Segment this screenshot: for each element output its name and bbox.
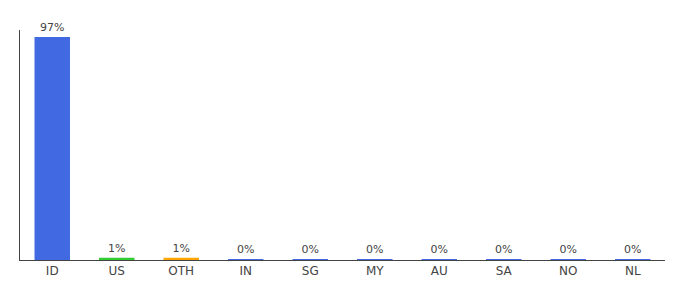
svg-text:0%: 0% — [431, 243, 448, 256]
svg-text:0%: 0% — [302, 243, 319, 256]
svg-text:IN: IN — [239, 264, 252, 278]
svg-text:OTH: OTH — [168, 264, 194, 278]
svg-text:US: US — [109, 264, 125, 278]
svg-text:1%: 1% — [173, 242, 190, 255]
svg-text:97%: 97% — [40, 21, 64, 34]
svg-text:NO: NO — [559, 264, 577, 278]
svg-text:NL: NL — [625, 264, 641, 278]
svg-text:0%: 0% — [560, 243, 577, 256]
svg-text:0%: 0% — [366, 243, 383, 256]
svg-text:0%: 0% — [237, 243, 254, 256]
svg-text:1%: 1% — [108, 242, 125, 255]
svg-text:SG: SG — [302, 264, 319, 278]
svg-text:AU: AU — [431, 264, 448, 278]
svg-text:MY: MY — [366, 264, 384, 278]
svg-text:ID: ID — [46, 264, 59, 278]
svg-text:SA: SA — [496, 264, 513, 278]
svg-text:0%: 0% — [495, 243, 512, 256]
svg-text:0%: 0% — [624, 243, 641, 256]
